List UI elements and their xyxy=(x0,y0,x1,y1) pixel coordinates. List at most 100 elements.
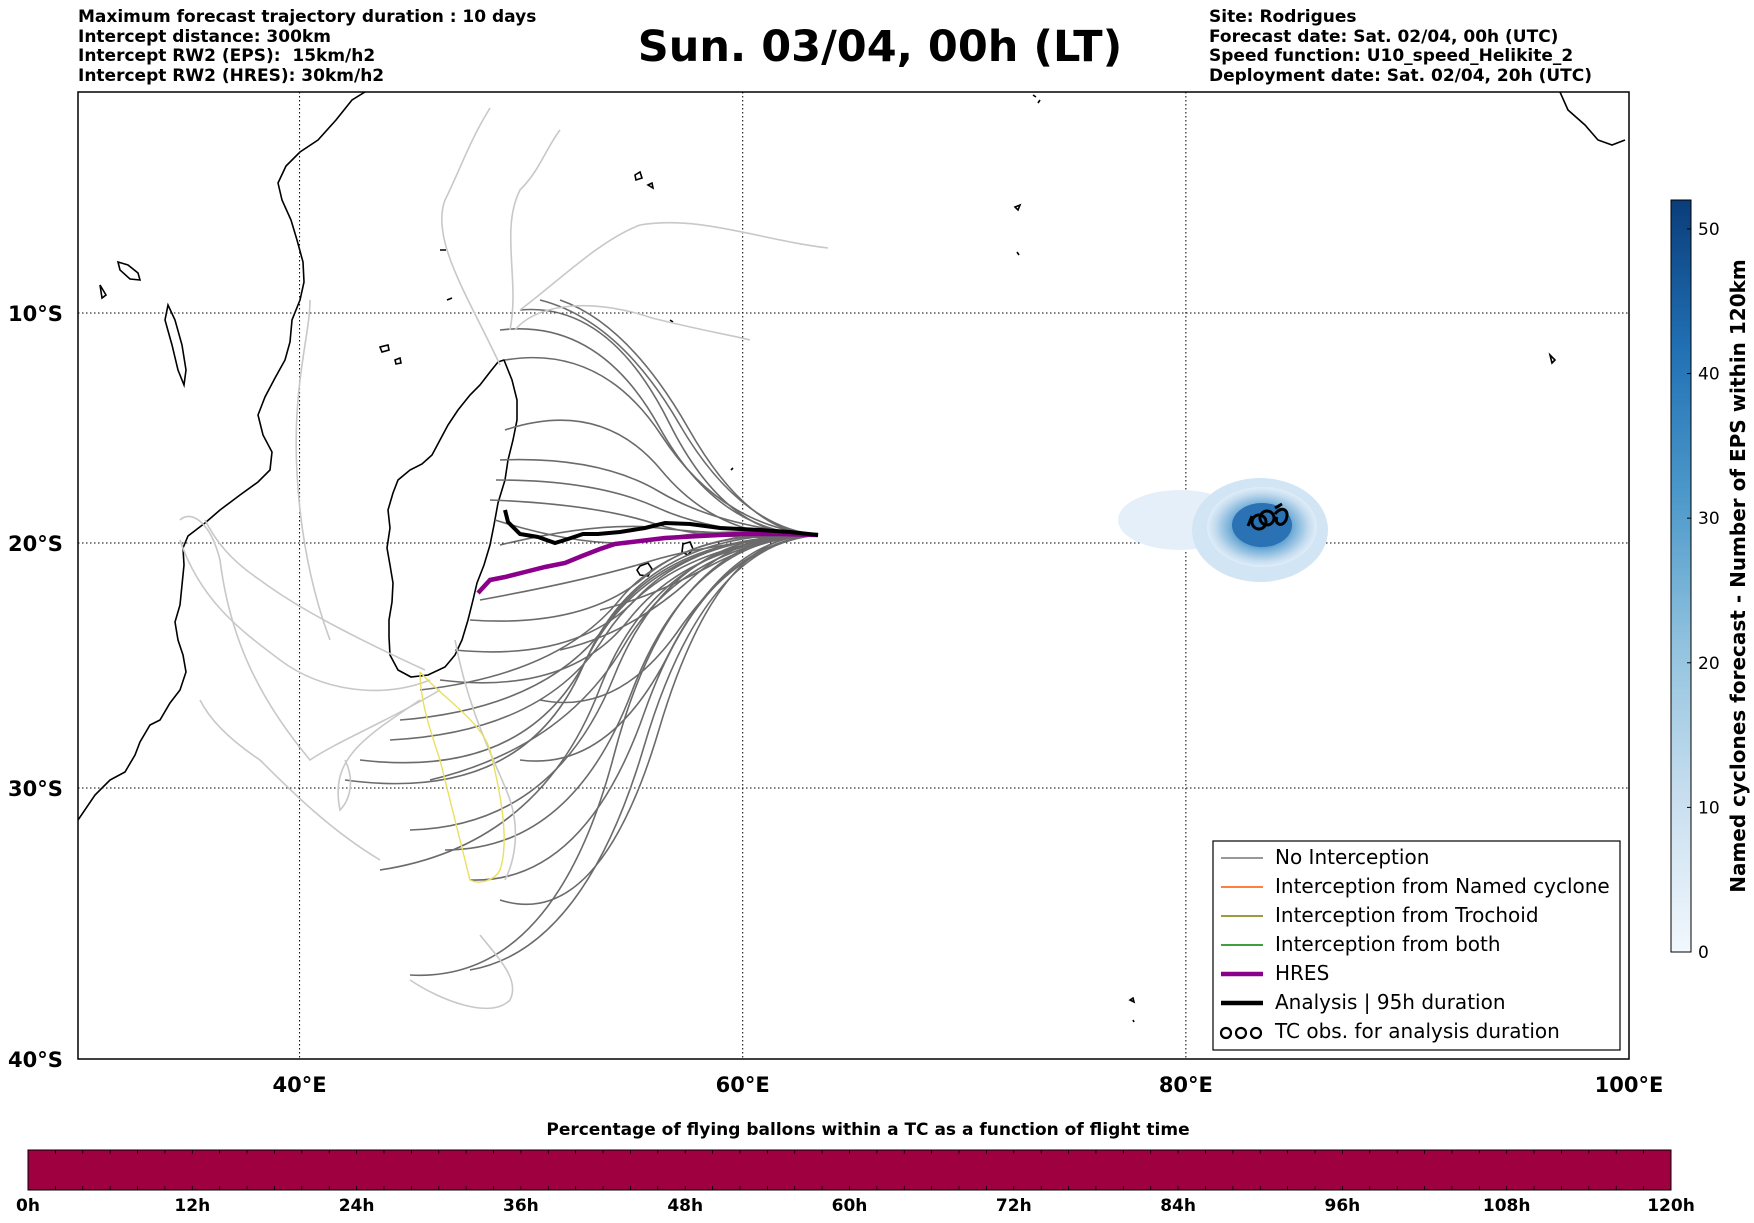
comoros-islands xyxy=(378,344,402,365)
analysis-trajectory xyxy=(503,509,819,546)
lat-label: 10°S xyxy=(8,302,63,326)
lat-label: 40°S xyxy=(8,1048,63,1072)
extended-trajectory-line xyxy=(295,299,331,641)
legend: No Interception Interception from Named c… xyxy=(1212,840,1621,1051)
deployment-date-text: Deployment date: Sat. 02/04, 20h (UTC) xyxy=(1209,65,1593,86)
timeline-tick-label: 108h xyxy=(1483,1196,1531,1216)
cyclone-symbol-icon xyxy=(1219,1026,1263,1040)
legend-item: HRES xyxy=(1221,961,1329,985)
eps-trajectory-line xyxy=(504,356,819,536)
colorbar-tick-label: 40 xyxy=(1698,365,1720,385)
lat-label: 20°S xyxy=(8,532,63,556)
lake-malawi xyxy=(164,302,187,389)
extended-trajectory-line xyxy=(514,304,751,341)
extended-trajectory-line xyxy=(179,539,431,692)
eps-trajectory-line xyxy=(469,534,819,971)
seychelles-islands xyxy=(634,170,655,190)
timeline-tick-label: 96h xyxy=(1325,1196,1361,1216)
eps-trajectory-line xyxy=(559,299,819,536)
eps-trajectory-line xyxy=(519,308,819,537)
timeline-tick-label: 72h xyxy=(996,1196,1032,1216)
legend-label: Analysis | 95h duration xyxy=(1275,990,1506,1014)
legend-box xyxy=(1212,840,1621,1051)
extended-trajectory-line xyxy=(519,221,829,311)
timeline-tick-label: 36h xyxy=(503,1196,539,1216)
timeline-tick-label: 48h xyxy=(667,1196,703,1216)
trochoid-trajectory xyxy=(419,671,505,883)
timeline-tick-label: 60h xyxy=(832,1196,868,1216)
extended-trajectory-line xyxy=(337,699,421,812)
lat-label: 30°S xyxy=(8,777,63,801)
legend-label: No Interception xyxy=(1275,845,1429,869)
eps-trajectory-line xyxy=(379,534,819,871)
lon-label: 60°E xyxy=(716,1073,770,1097)
legend-label: Interception from Trochoid xyxy=(1275,903,1539,927)
timeline-minor-ticks xyxy=(27,1150,1672,1190)
lon-label: 100°E xyxy=(1595,1073,1664,1097)
eps-trajectory-line xyxy=(429,534,819,781)
legend-item: TC obs. for analysis duration xyxy=(1219,1019,1560,1043)
eps-trajectory-line xyxy=(409,533,819,831)
lon-label: 40°E xyxy=(273,1073,327,1097)
legend-label: Interception from Named cyclone xyxy=(1275,874,1610,898)
rodrigues-cluster xyxy=(1548,352,1557,365)
timeline-title: Percentage of flying ballons within a TC… xyxy=(546,1120,1189,1140)
chagos-islands xyxy=(1013,203,1022,256)
timeline-tick-label: 120h xyxy=(1647,1196,1695,1216)
timeline-tick-label: 24h xyxy=(339,1196,375,1216)
header-right-info: Site: Rodrigues Forecast date: Sat. 02/0… xyxy=(1209,7,1593,86)
eps-trajectory-line xyxy=(499,458,819,536)
longitude-labels: 40°E 60°E 80°E 100°E xyxy=(273,1073,1664,1097)
extended-trajectory-line xyxy=(199,699,381,861)
extended-trajectory-line xyxy=(179,515,441,762)
max-duration-text: Maximum forecast trajectory duration : 1… xyxy=(78,7,537,27)
zanzibar-island xyxy=(116,260,142,281)
map-border xyxy=(77,91,1630,1060)
colorbar-tick-label: 30 xyxy=(1698,509,1720,529)
speed-function-text: Speed function: U10_speed_Helikite_2 xyxy=(1209,46,1574,66)
colorbar-tick-label: 50 xyxy=(1698,220,1720,240)
legend-label: HRES xyxy=(1275,961,1329,985)
eps-trajectory-line xyxy=(419,533,819,691)
legend-label: TC obs. for analysis duration xyxy=(1274,1019,1560,1043)
colorbar-label: Named cyclones forecast - Number of EPS … xyxy=(1726,259,1750,893)
intercept-distance-text: Intercept distance: 300km xyxy=(78,26,331,47)
tc-obs-symbols xyxy=(1246,502,1289,531)
extended-trajectory-line xyxy=(454,639,517,881)
legend-item: Interception from both xyxy=(1221,932,1501,956)
extended-trajectories xyxy=(179,107,829,1010)
timeline-bar xyxy=(27,1149,1672,1191)
timeline-tick-label: 84h xyxy=(1160,1196,1196,1216)
hres-trajectory xyxy=(476,531,819,595)
legend-item: Analysis | 95h duration xyxy=(1221,990,1506,1014)
site-text: Site: Rodrigues xyxy=(1209,7,1357,27)
graticule xyxy=(78,92,1629,1059)
small-islets xyxy=(440,94,1136,1023)
colorbar-scale xyxy=(1670,199,1692,953)
latitude-labels: 10°S 20°S 30°S 40°S xyxy=(8,302,63,1072)
eps-trajectory-line xyxy=(499,533,819,906)
intercept-eps-text: Intercept RW2 (EPS): 15km/h2 xyxy=(78,46,376,66)
africa-coast xyxy=(78,92,366,821)
extended-trajectory-line xyxy=(409,934,514,1010)
timeline-tick-label: 0h xyxy=(16,1196,40,1216)
colorbar-tick-label: 0 xyxy=(1698,943,1709,963)
mafia-island xyxy=(99,284,108,300)
eps-trajectory-line xyxy=(439,534,819,684)
reunion-island xyxy=(636,562,653,577)
legend-item: No Interception xyxy=(1221,845,1429,869)
header-left-info: Maximum forecast trajectory duration : 1… xyxy=(78,7,537,86)
intercept-hres-text: Intercept RW2 (HRES): 30km/h2 xyxy=(78,65,385,86)
colorbar-tick-label: 20 xyxy=(1698,654,1720,674)
lon-label: 80°E xyxy=(1159,1073,1213,1097)
mauritius-island xyxy=(681,541,694,556)
legend-item: Interception from Named cyclone xyxy=(1221,874,1610,898)
page-title: Sun. 03/04, 00h (LT) xyxy=(637,22,1123,72)
colorbar: 0 10 20 30 40 50 Named cyclones forecast - Nu… xyxy=(1670,199,1750,963)
timeline: Percentage of flying ballons within a TC… xyxy=(16,1120,1695,1216)
madagascar-coast xyxy=(386,359,518,678)
legend-item: Interception from Trochoid xyxy=(1221,903,1539,927)
eps-trajectory-line xyxy=(599,534,819,611)
eps-trajectory-line xyxy=(539,299,819,536)
